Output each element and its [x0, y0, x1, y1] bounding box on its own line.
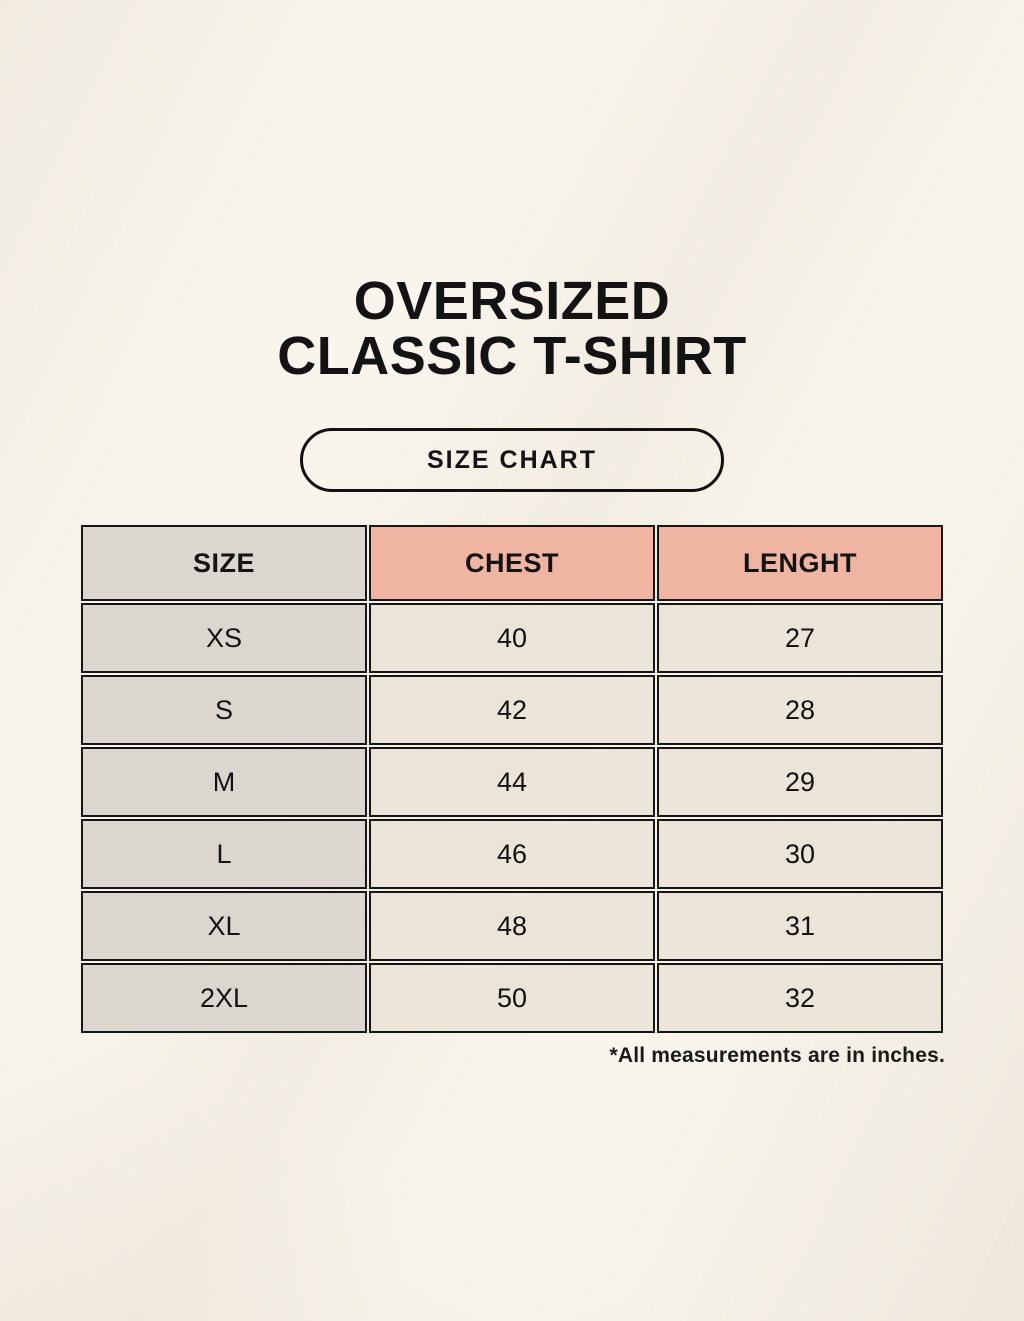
length-cell: 28 [657, 675, 943, 745]
size-table-row: M 44 29 [81, 747, 943, 817]
column-header-size: SIZE [81, 525, 367, 601]
length-cell: 32 [657, 963, 943, 1033]
chest-cell: 50 [369, 963, 655, 1033]
size-cell: M [81, 747, 367, 817]
length-cell: 27 [657, 603, 943, 673]
size-cell: XS [81, 603, 367, 673]
measurements-footnote: *All measurements are in inches. [609, 1044, 945, 1067]
length-cell: 31 [657, 891, 943, 961]
chest-cell: 40 [369, 603, 655, 673]
column-header-chest: CHEST [369, 525, 655, 601]
size-table-row: S 42 28 [81, 675, 943, 745]
size-table-row: L 46 30 [81, 819, 943, 889]
size-cell: XL [81, 891, 367, 961]
size-cell: 2XL [81, 963, 367, 1033]
length-cell: 30 [657, 819, 943, 889]
page-title: OVERSIZED CLASSIC T-SHIRT [0, 0, 1024, 384]
size-table-header-row: SIZE CHEST LENGHT [81, 525, 943, 601]
size-chart-button-label: SIZE CHART [427, 445, 597, 474]
column-header-length: LENGHT [657, 525, 943, 601]
size-cell: S [81, 675, 367, 745]
size-chart-button[interactable]: SIZE CHART [300, 428, 724, 492]
chest-cell: 48 [369, 891, 655, 961]
chest-cell: 44 [369, 747, 655, 817]
size-table-body: XS 40 27 S 42 28 M 44 29 L 46 30 XL 48 3… [81, 603, 943, 1033]
page-title-line2: CLASSIC T-SHIRT [277, 326, 747, 386]
chest-cell: 42 [369, 675, 655, 745]
chest-cell: 46 [369, 819, 655, 889]
size-table: SIZE CHEST LENGHT XS 40 27 S 42 28 M 44 … [79, 523, 945, 1035]
size-table-row: 2XL 50 32 [81, 963, 943, 1033]
size-chart-button-container: SIZE CHART [0, 428, 1024, 492]
size-cell: L [81, 819, 367, 889]
size-table-row: XS 40 27 [81, 603, 943, 673]
length-cell: 29 [657, 747, 943, 817]
page-title-line1: OVERSIZED [353, 271, 671, 331]
size-table-row: XL 48 31 [81, 891, 943, 961]
